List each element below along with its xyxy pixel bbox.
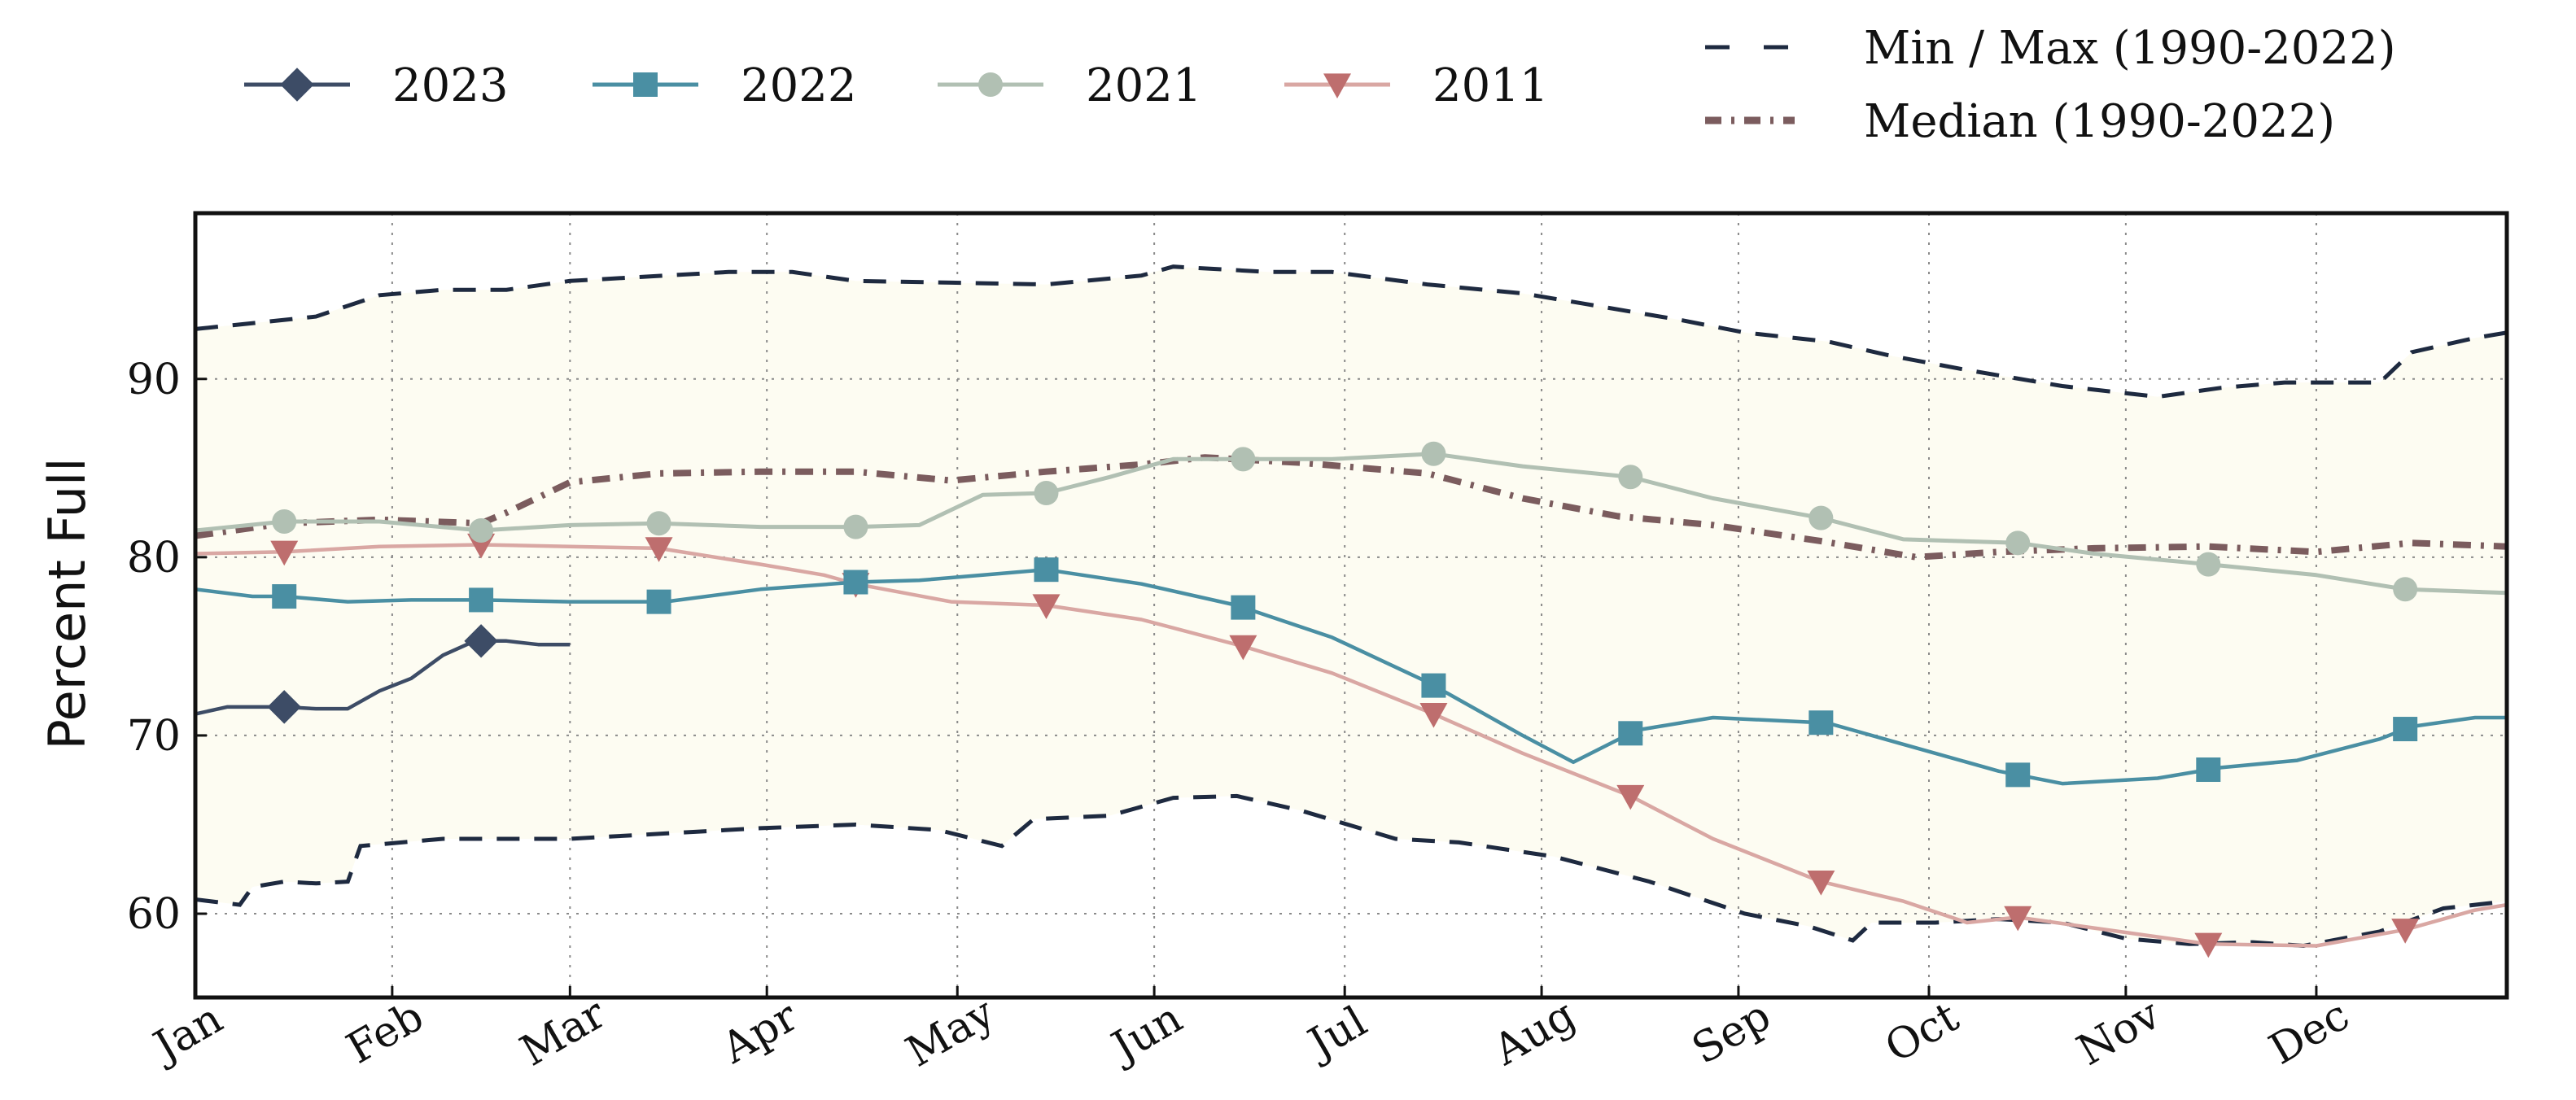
series-marker-2011 <box>2391 919 2420 944</box>
series-marker-2023 <box>267 690 301 724</box>
series-marker-2021 <box>843 514 868 539</box>
x-tick-label: May <box>899 989 1004 1077</box>
series-marker-2021 <box>469 517 494 543</box>
series-marker-2021 <box>1808 505 1834 530</box>
legend-marker <box>633 72 658 97</box>
min-max-band <box>195 266 2507 946</box>
series-marker-2011 <box>1229 635 1257 661</box>
y-tick-label: 80 <box>127 534 181 583</box>
series-marker-2021 <box>1421 441 1446 466</box>
series-marker-2021 <box>646 511 671 536</box>
legend-label: 2011 <box>1432 59 1549 112</box>
series-marker-2011 <box>2194 932 2223 958</box>
series-marker-2011 <box>1807 870 1835 896</box>
y-axis-title: Percent Full <box>37 457 97 749</box>
series-marker-2021 <box>2393 577 2418 602</box>
series-marker-2021 <box>1618 465 1643 490</box>
series-marker-2021 <box>2196 552 2221 577</box>
series-marker-2011 <box>1616 784 1645 810</box>
series-marker-2022 <box>2393 717 2418 742</box>
x-tick-label: Nov <box>2069 989 2168 1075</box>
series-line-2011 <box>195 543 2507 948</box>
y-tick-label: 70 <box>127 712 181 761</box>
legend-label: 2022 <box>741 59 857 112</box>
x-tick-label: Mar <box>513 989 614 1076</box>
series-marker-2022 <box>1421 673 1446 698</box>
legend-label: 2023 <box>392 59 509 112</box>
series-marker-2022 <box>272 584 297 609</box>
x-tick-label: Oct <box>1877 993 1966 1072</box>
y-tick-label: 60 <box>127 890 181 939</box>
series-marker-2011 <box>2004 906 2032 932</box>
x-tick-label: Dec <box>2261 991 2357 1075</box>
legend-label: Min / Max (1990-2022) <box>1864 22 2396 75</box>
x-tick-label: Feb <box>339 992 431 1074</box>
series-marker-2022 <box>2005 762 2031 788</box>
x-tick-label: Jan <box>142 994 230 1073</box>
legend-label: 2021 <box>1086 59 1202 112</box>
series-marker-2022 <box>843 570 868 595</box>
legend-marker <box>280 68 314 102</box>
x-tick-label: Jun <box>1100 993 1190 1073</box>
legend-label: Median (1990-2022) <box>1864 95 2335 148</box>
legend-marker <box>1323 73 1351 98</box>
plot-area <box>195 213 2507 997</box>
series-marker-2021 <box>272 509 297 535</box>
legend-marker <box>978 72 1003 97</box>
x-tick-label: Apr <box>713 992 806 1073</box>
series-marker-2022 <box>1808 710 1834 736</box>
series-marker-2022 <box>1618 721 1643 746</box>
series-marker-2011 <box>1032 594 1061 619</box>
plot-frame <box>193 211 2509 1000</box>
series-marker-2023 <box>464 624 498 658</box>
series-marker-2011 <box>270 540 299 566</box>
series-marker-2021 <box>1034 480 1059 505</box>
series-marker-2022 <box>1034 557 1059 583</box>
x-tick-label: Jul <box>1297 997 1375 1071</box>
series-marker-2011 <box>645 537 673 562</box>
legend: 2023 2022 2021 2011 Min / Max (1990-2022) Med… <box>244 22 2396 148</box>
series-marker-2022 <box>469 587 494 613</box>
series-marker-2011 <box>1419 703 1448 728</box>
series-marker-2022 <box>2196 757 2221 783</box>
x-tick-label: Sep <box>1684 991 1778 1074</box>
max-line <box>195 264 2507 399</box>
series-marker-2022 <box>646 589 671 614</box>
y-tick-label: 90 <box>127 356 181 404</box>
x-tick-label: Aug <box>1485 990 1584 1076</box>
min-line <box>195 793 2507 949</box>
series-marker-2021 <box>2005 530 2031 556</box>
series-marker-2022 <box>1231 595 1256 620</box>
series-marker-2021 <box>1231 447 1256 472</box>
